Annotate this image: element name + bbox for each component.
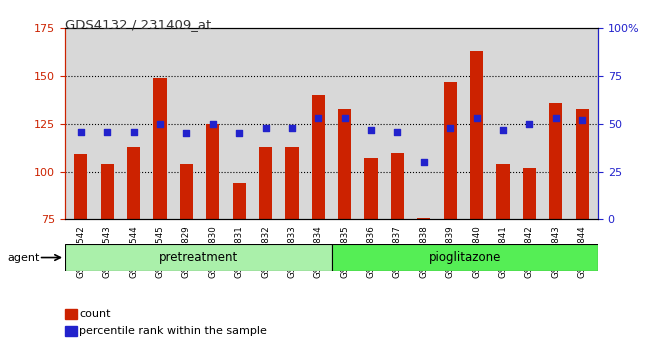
- Point: [366, 127, 376, 132]
- Text: pretreatment: pretreatment: [159, 251, 238, 264]
- Bar: [338, 109, 351, 219]
- Bar: [444, 82, 457, 219]
- Point: [445, 125, 456, 131]
- Bar: [417, 218, 430, 219]
- Text: count: count: [79, 309, 110, 319]
- Bar: [65, 244, 332, 271]
- Point: [524, 121, 534, 127]
- Text: pioglitazone: pioglitazone: [428, 251, 501, 264]
- Bar: [206, 124, 219, 219]
- Bar: [523, 168, 536, 219]
- Bar: [391, 153, 404, 219]
- Point: [261, 125, 271, 131]
- Text: agent: agent: [8, 253, 40, 263]
- Point: [207, 121, 218, 127]
- Point: [419, 159, 429, 165]
- Point: [287, 125, 297, 131]
- Point: [498, 127, 508, 132]
- Text: percentile rank within the sample: percentile rank within the sample: [79, 326, 267, 336]
- Bar: [470, 51, 483, 219]
- Point: [392, 129, 402, 135]
- Point: [313, 115, 324, 121]
- Bar: [101, 164, 114, 219]
- Bar: [365, 158, 378, 219]
- Point: [102, 129, 112, 135]
- Bar: [549, 103, 562, 219]
- Bar: [575, 109, 589, 219]
- Bar: [285, 147, 298, 219]
- Bar: [233, 183, 246, 219]
- Bar: [332, 244, 598, 271]
- Point: [551, 115, 561, 121]
- Bar: [180, 164, 193, 219]
- Point: [471, 115, 482, 121]
- Bar: [153, 78, 166, 219]
- Point: [181, 131, 192, 136]
- Bar: [127, 147, 140, 219]
- Point: [234, 131, 244, 136]
- Bar: [497, 164, 510, 219]
- Bar: [74, 154, 88, 219]
- Bar: [312, 95, 325, 219]
- Point: [155, 121, 165, 127]
- Point: [75, 129, 86, 135]
- Point: [339, 115, 350, 121]
- Text: GDS4132 / 231409_at: GDS4132 / 231409_at: [65, 18, 211, 31]
- Point: [577, 117, 588, 123]
- Bar: [259, 147, 272, 219]
- Point: [129, 129, 139, 135]
